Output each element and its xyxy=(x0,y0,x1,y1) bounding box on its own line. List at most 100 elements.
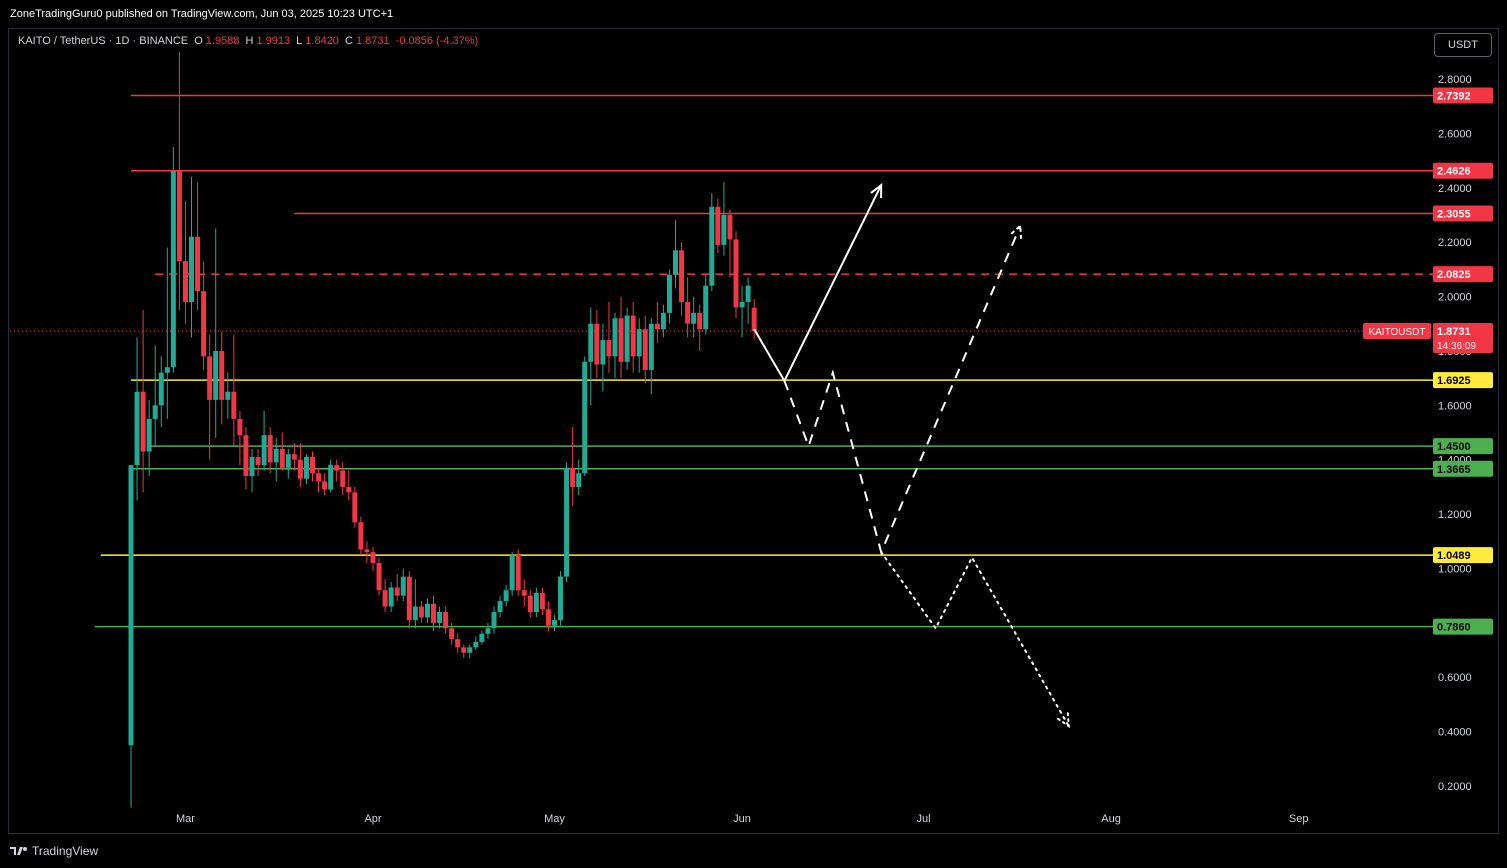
level-badge-text: 1.3665 xyxy=(1437,464,1471,476)
candle-body xyxy=(594,323,600,365)
countdown-timer: 14:36:09 xyxy=(1437,341,1476,352)
candle-body xyxy=(715,206,721,245)
y-tick-label: 1.6000 xyxy=(1438,400,1472,412)
candle-body xyxy=(642,329,648,370)
candle-body xyxy=(249,456,255,477)
candle-body xyxy=(697,312,703,330)
candle-body xyxy=(195,236,201,292)
projection-arrowhead xyxy=(870,182,883,199)
level-badge xyxy=(1433,372,1493,389)
candle-body xyxy=(164,367,170,373)
level-badge-text: 2.0825 xyxy=(1437,269,1471,281)
close-value: 1.8731 xyxy=(355,35,390,47)
candle-body xyxy=(219,350,225,400)
y-tick-label: 0.4000 xyxy=(1438,727,1472,739)
candle-body xyxy=(479,633,485,642)
candle-body xyxy=(176,171,182,262)
candle-body xyxy=(291,454,297,460)
candle-body xyxy=(721,214,727,245)
candle-body xyxy=(660,312,666,330)
candle-body xyxy=(213,350,219,400)
current-price-badge xyxy=(1433,323,1493,354)
candle-body xyxy=(128,465,134,746)
candle-body xyxy=(334,465,340,471)
candle-body xyxy=(654,323,660,330)
candle-body xyxy=(709,206,715,286)
candle-body xyxy=(618,318,624,362)
candle-body xyxy=(600,340,606,365)
level-badge-text: 2.3055 xyxy=(1437,208,1471,220)
candle-body xyxy=(316,473,322,482)
level-badge-text: 2.4626 xyxy=(1437,166,1471,178)
candle-body xyxy=(255,456,261,466)
candle-body xyxy=(134,391,140,466)
candle-body xyxy=(358,522,364,550)
candle-body xyxy=(182,261,188,302)
candle-body xyxy=(582,361,588,474)
candle-body xyxy=(745,285,751,302)
candle-body xyxy=(443,611,449,629)
candle-body xyxy=(412,606,418,621)
candle-body xyxy=(539,592,545,610)
tradingview-logo[interactable]: TradingView xyxy=(10,844,98,858)
candle-body xyxy=(231,391,237,419)
x-tick-label: Sep xyxy=(1289,813,1309,825)
candle-body xyxy=(146,418,152,452)
candle-body xyxy=(297,459,303,479)
projection-bearish-scenario xyxy=(880,551,1070,728)
candle-body xyxy=(509,554,515,591)
candle-body xyxy=(703,285,709,330)
candle-body xyxy=(558,576,564,621)
candle-body xyxy=(140,391,146,452)
candle-body xyxy=(431,603,436,623)
candle-body xyxy=(285,454,291,468)
candle-body xyxy=(612,318,618,357)
candle-body xyxy=(648,323,654,370)
currency-button[interactable]: USDT xyxy=(1434,33,1492,57)
candle-body xyxy=(225,391,231,400)
y-tick-label: 1.0000 xyxy=(1438,563,1472,575)
candle-body xyxy=(485,628,491,634)
candle-body xyxy=(201,291,207,357)
candle-body xyxy=(352,492,358,523)
candle-body xyxy=(279,448,285,468)
candle-body xyxy=(437,611,443,623)
ohlc-legend: KAITO / TetherUS · 1D · BINANCE O 1.9588 … xyxy=(18,35,481,47)
level-badge-text: 0.7860 xyxy=(1437,622,1471,634)
level-badge xyxy=(1433,460,1493,477)
candle-body xyxy=(328,465,334,490)
projection-bullish-breakout xyxy=(753,184,883,383)
candle-body xyxy=(406,576,412,621)
candle-body xyxy=(322,481,328,490)
candle-body xyxy=(521,590,527,596)
candle-body xyxy=(310,456,315,474)
candle-body xyxy=(473,641,479,648)
y-tick-label: 2.6000 xyxy=(1438,128,1472,140)
candle-body xyxy=(679,250,685,302)
candle-body xyxy=(727,214,733,240)
y-tick-label: 0.2000 xyxy=(1438,781,1472,793)
y-tick-label: 0.6000 xyxy=(1438,672,1472,684)
candle-body xyxy=(424,603,430,618)
level-badge-text: 1.0489 xyxy=(1437,550,1471,562)
symbol-label[interactable]: KAITO / TetherUS · 1D · BINANCE xyxy=(18,35,189,47)
candle-body xyxy=(576,473,582,487)
level-badge xyxy=(1433,547,1493,564)
candle-body xyxy=(388,587,394,607)
symbol-tag-text: KAITOUSDT xyxy=(1368,327,1425,338)
projection-arrowhead xyxy=(1009,223,1022,239)
candle-body xyxy=(666,274,672,313)
candle-body xyxy=(273,448,279,463)
candle-body xyxy=(630,315,636,357)
level-badge-text: 1.6925 xyxy=(1437,375,1471,387)
change-value: -0.0856 (-4.37%) xyxy=(395,35,479,47)
candle-body xyxy=(152,405,158,419)
x-tick-label: Jul xyxy=(917,813,931,825)
candle-body xyxy=(461,647,467,653)
x-tick-label: Aug xyxy=(1101,813,1121,825)
tradingview-logo-icon xyxy=(10,847,27,855)
current-price-value: 1.8731 xyxy=(1437,326,1471,338)
y-tick-label: 2.2000 xyxy=(1438,237,1472,249)
low-label: L xyxy=(296,35,303,47)
